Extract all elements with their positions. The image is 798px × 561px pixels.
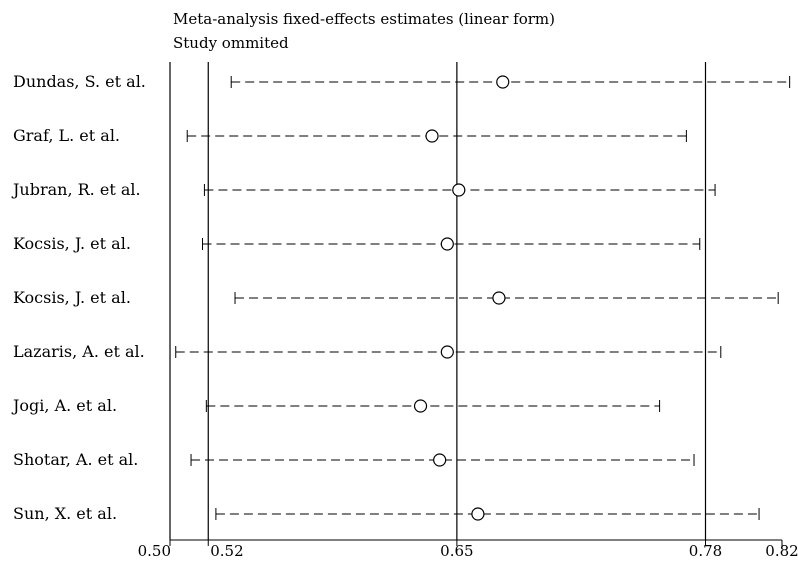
x-tick-label: 0.78 [689, 542, 722, 560]
study-label: Lazaris, A. et al. [13, 342, 145, 361]
x-tick-label: 0.52 [210, 542, 243, 560]
study-row: Kocsis, J. et al. [13, 288, 779, 307]
x-tick-label: 0.65 [440, 542, 473, 560]
point-estimate-marker [471, 507, 485, 521]
point-estimate-marker [413, 399, 428, 413]
chart-title: Meta-analysis fixed-effects estimates (l… [173, 10, 555, 28]
x-tick-label: 0.50 [138, 542, 171, 560]
study-rows: Dundas, S. et al. Graf, L. et al. Jubran, … [11, 72, 791, 523]
point-estimate-marker [433, 453, 447, 467]
study-label: Kocsis, J. et al. [13, 234, 131, 253]
study-row: Sun, X. et al. [13, 504, 760, 523]
point-estimate-marker [496, 75, 510, 89]
study-row: Shotar, A. et al. [13, 450, 695, 469]
point-estimate-marker [425, 129, 439, 143]
study-row: Jogi, A. et al. [11, 396, 661, 415]
x-tick-label: 0.82 [765, 542, 798, 560]
study-label: Graf, L. et al. [13, 126, 120, 145]
point-estimate-marker [440, 237, 454, 251]
study-label: Jogi, A. et al. [11, 396, 117, 415]
point-estimate-marker [440, 345, 454, 359]
study-row: Kocsis, J. et al. [13, 234, 701, 253]
point-estimate-marker [452, 183, 466, 197]
study-row: Dundas, S. et al. [13, 72, 791, 91]
point-estimate-marker [492, 291, 506, 305]
x-axis-ticks: 0.50 0.52 0.65 0.78 0.82 [138, 540, 798, 560]
study-label: Dundas, S. et al. [13, 72, 146, 91]
study-label: Jubran, R. et al. [11, 180, 141, 199]
study-row: Lazaris, A. et al. [13, 342, 722, 361]
chart-subtitle: Study ommited [173, 34, 289, 52]
study-label: Sun, X. et al. [13, 504, 117, 523]
study-label: Shotar, A. et al. [13, 450, 138, 469]
study-label: Kocsis, J. et al. [13, 288, 131, 307]
study-row: Jubran, R. et al. [11, 180, 716, 199]
study-row: Graf, L. et al. [13, 126, 687, 145]
